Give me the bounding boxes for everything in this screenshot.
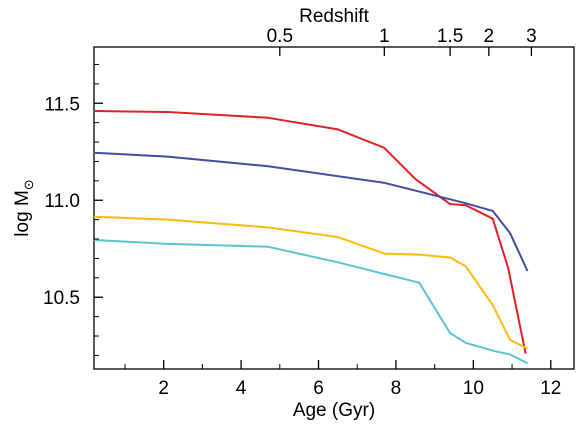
redshift-tick-label: 3 — [526, 26, 537, 47]
top-axis-ticks: 0.5 1 1.5 2 3 — [267, 26, 537, 56]
series-layer — [93, 110, 529, 365]
y-tick-label: 10.5 — [43, 288, 80, 309]
y-axis-title: log M⊙ — [12, 179, 36, 236]
y-tick-label: 11.5 — [44, 94, 80, 115]
x-axis-title: Age (Gyr) — [293, 400, 375, 421]
bottom-axis-ticks: 2 4 6 8 10 12 — [124, 360, 561, 399]
y-axis-title-symbol: ⊙ — [21, 179, 36, 190]
redshift-tick-label: 2 — [484, 26, 495, 47]
y-tick-label: 11.0 — [44, 191, 80, 212]
plot-frame — [93, 46, 575, 370]
y-axis-title-text: log M — [12, 190, 33, 236]
x-tick-label: 2 — [158, 378, 169, 399]
series-line-2 — [93, 151, 529, 272]
x-tick-label: 6 — [313, 378, 324, 399]
series-line-1 — [93, 110, 527, 354]
redshift-tick-label: 1.5 — [437, 26, 463, 47]
top-axis-title: Redshift — [299, 6, 369, 27]
series-line-4 — [93, 239, 528, 365]
x-tick-label: 12 — [540, 378, 561, 399]
plot-area — [93, 46, 575, 370]
redshift-tick-label: 0.5 — [267, 26, 293, 47]
series-line-3 — [93, 215, 528, 350]
svg-text:log M⊙: log M⊙ — [12, 179, 36, 236]
redshift-tick-label: 1 — [379, 26, 390, 47]
left-axis-ticks: 10.5 11.0 11.5 — [43, 63, 103, 356]
x-tick-label: 8 — [391, 378, 402, 399]
x-tick-label: 10 — [463, 378, 484, 399]
x-tick-label: 4 — [236, 378, 247, 399]
